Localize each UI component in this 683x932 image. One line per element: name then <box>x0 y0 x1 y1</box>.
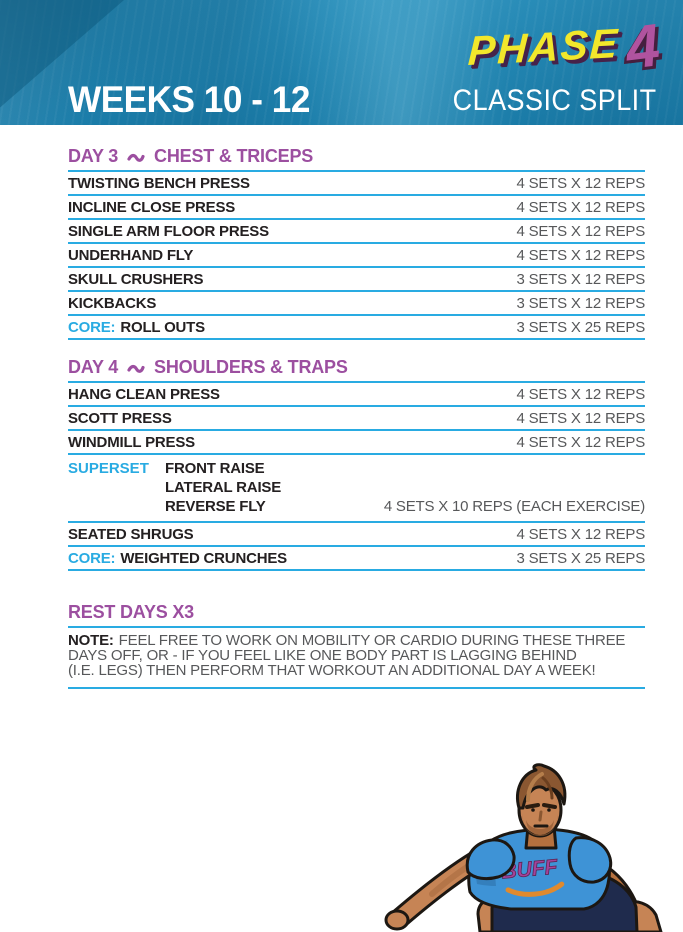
exercise-name: TWISTING BENCH PRESS <box>68 174 250 192</box>
rest-note: NOTE: FEEL FREE TO WORK ON MOBILITY OR CA… <box>68 628 645 689</box>
section-day3: DAY 3 CHEST & TRICEPS TWISTING BENCH PRE… <box>68 146 645 340</box>
day-subject: CHEST & TRICEPS <box>154 146 314 166</box>
exercise-name: FRONT RAISE <box>165 460 265 477</box>
exercise-name: SKULL CRUSHERS <box>68 270 204 288</box>
wave-dash-icon <box>127 153 145 162</box>
exercise-row-core: CORE: WEIGHTED CRUNCHES 3 SETS X 25 REPS <box>68 547 645 571</box>
exercise-name: HANG CLEAN PRESS <box>68 385 220 403</box>
exercise-row: SEATED SHRUGS 4 SETS X 12 REPS <box>68 523 645 547</box>
superset-exercises: FRONT RAISE LATERAL RAISE REVERSE FLY <box>165 459 281 516</box>
exercise-name: SEATED SHRUGS <box>68 525 194 543</box>
note-line: DAYS OFF, OR - IF YOU FEEL LIKE ONE BODY… <box>68 647 577 665</box>
exercise-reps: 4 SETS X 12 REPS <box>516 409 645 427</box>
exercise-reps: 4 SETS X 12 REPS <box>516 198 645 216</box>
note-label: NOTE: <box>68 632 114 649</box>
exercise-name: REVERSE FLY <box>165 498 266 515</box>
day-label: DAY 4 <box>68 357 119 377</box>
section-heading: DAY 4 SHOULDERS & TRAPS <box>68 357 645 383</box>
exercise-reps: 4 SETS X 12 REPS <box>516 174 645 192</box>
exercise-name: UNDERHAND FLY <box>68 246 194 264</box>
exercise-row: HANG CLEAN PRESS 4 SETS X 12 REPS <box>68 383 645 407</box>
section-day4: DAY 4 SHOULDERS & TRAPS HANG CLEAN PRESS… <box>68 357 645 571</box>
exercise-name: CORE: ROLL OUTS <box>68 318 205 336</box>
phase-word: PHASE <box>467 19 621 75</box>
day-subject: SHOULDERS & TRAPS <box>154 357 348 377</box>
split-subtitle: CLASSIC SPLIT <box>453 84 657 117</box>
core-prefix: CORE: <box>68 318 116 336</box>
note-line: (I.E. LEGS) THEN PERFORM THAT WORKOUT AN… <box>68 662 596 680</box>
phase-logo: PHASE 4 <box>467 11 663 82</box>
header-band: WEEKS 10 - 12 PHASE 4 CLASSIC SPLIT <box>0 0 683 125</box>
section-rest: REST DAYS X3 NOTE: FEEL FREE TO WORK ON M… <box>68 602 645 689</box>
superset-reps: 4 SETS X 10 REPS (EACH EXERCISE) <box>383 498 645 515</box>
exercise-name: SINGLE ARM FLOOR PRESS <box>68 222 269 240</box>
superset-block: SUPERSET FRONT RAISE LATERAL RAISE REVER… <box>68 455 645 523</box>
mascot-illustration: BUFF <box>384 763 663 932</box>
rest-title: REST DAYS X3 <box>68 602 194 622</box>
exercise-row: SINGLE ARM FLOOR PRESS 4 SETS X 12 REPS <box>68 220 645 244</box>
exercise-name: INCLINE CLOSE PRESS <box>68 198 236 216</box>
content: DAY 3 CHEST & TRICEPS TWISTING BENCH PRE… <box>68 146 645 706</box>
day-label: DAY 3 <box>68 146 119 166</box>
exercise-reps: 4 SETS X 12 REPS <box>516 525 645 543</box>
core-prefix: CORE: <box>68 549 116 567</box>
exercise-reps: 3 SETS X 25 REPS <box>516 318 645 336</box>
rest-heading: REST DAYS X3 <box>68 602 645 628</box>
exercise-row: SCOTT PRESS 4 SETS X 12 REPS <box>68 407 645 431</box>
exercise-row-core: CORE: ROLL OUTS 3 SETS X 25 REPS <box>68 316 645 340</box>
exercise-row: WINDMILL PRESS 4 SETS X 12 REPS <box>68 431 645 455</box>
weeks-title: WEEKS 10 - 12 <box>68 79 310 120</box>
exercise-reps: 4 SETS X 12 REPS <box>516 246 645 264</box>
wave-dash-icon <box>127 364 145 373</box>
exercise-name: KICKBACKS <box>68 294 157 312</box>
exercise-row: SKULL CRUSHERS 3 SETS X 12 REPS <box>68 268 645 292</box>
exercise-row: UNDERHAND FLY 4 SETS X 12 REPS <box>68 244 645 268</box>
exercise-reps: 4 SETS X 12 REPS <box>516 385 645 403</box>
exercise-name: SCOTT PRESS <box>68 409 172 427</box>
section-heading: DAY 3 CHEST & TRICEPS <box>68 146 645 172</box>
exercise-name: WINDMILL PRESS <box>68 433 195 451</box>
exercise-reps: 3 SETS X 12 REPS <box>516 270 645 288</box>
exercise-row: INCLINE CLOSE PRESS 4 SETS X 12 REPS <box>68 196 645 220</box>
exercise-reps: 4 SETS X 12 REPS <box>516 433 645 451</box>
exercise-reps: 4 SETS X 12 REPS <box>516 222 645 240</box>
phase-number: 4 <box>621 11 663 82</box>
superset-label: SUPERSET <box>68 460 149 477</box>
exercise-row: TWISTING BENCH PRESS 4 SETS X 12 REPS <box>68 172 645 196</box>
exercise-name: CORE: WEIGHTED CRUNCHES <box>68 549 287 567</box>
exercise-reps: 3 SETS X 25 REPS <box>516 549 645 567</box>
note-line: NOTE: FEEL FREE TO WORK ON MOBILITY OR CA… <box>68 632 626 649</box>
exercise-row: KICKBACKS 3 SETS X 12 REPS <box>68 292 645 316</box>
exercise-reps: 3 SETS X 12 REPS <box>516 294 645 312</box>
exercise-name: LATERAL RAISE <box>165 479 282 496</box>
